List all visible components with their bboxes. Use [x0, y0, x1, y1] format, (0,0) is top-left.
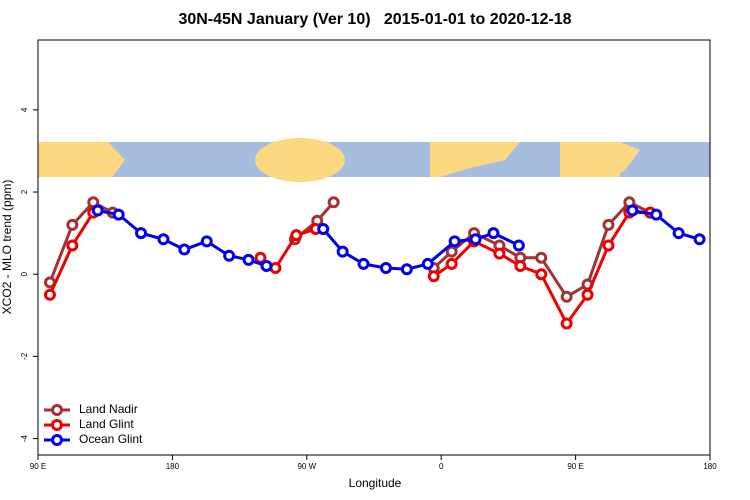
data-point: [43, 288, 56, 301]
data-point: [336, 245, 349, 258]
data-point: [327, 196, 340, 209]
data-point: [112, 208, 125, 221]
data-point: [157, 233, 170, 246]
data-point: [602, 218, 615, 231]
data-point: [91, 204, 104, 217]
data-point: [290, 229, 303, 242]
data-point: [242, 253, 255, 266]
data-point: [317, 223, 330, 236]
data-point: [445, 245, 458, 258]
data-point: [469, 233, 482, 246]
data-point: [448, 235, 461, 248]
data-point: [421, 257, 434, 270]
legend-label: Land Glint: [79, 417, 134, 431]
data-point: [535, 268, 548, 281]
x-tick-label: 90 E: [30, 462, 46, 471]
plot-frame: [37, 39, 711, 456]
data-point: [535, 251, 548, 264]
x-tick-label: 0: [439, 462, 444, 471]
data-point: [672, 227, 685, 240]
data-point: [581, 288, 594, 301]
data-point: [427, 270, 440, 283]
series-line: [48, 200, 651, 299]
data-point: [223, 249, 236, 262]
data-point: [254, 251, 267, 264]
y-tick-label: -4: [20, 434, 29, 442]
legend-label: Ocean Glint: [79, 432, 143, 446]
data-point: [560, 290, 573, 303]
data-point: [693, 233, 706, 246]
legend-marker: [51, 404, 63, 416]
data-point: [357, 257, 370, 270]
map-band: [38, 138, 710, 182]
y-tick-label: 2: [20, 189, 29, 194]
data-point: [493, 247, 506, 260]
x-tick-label: 90 W: [297, 462, 316, 471]
legend-label: Land Nadir: [79, 402, 138, 416]
data-point: [512, 239, 525, 252]
legend-marker: [51, 434, 63, 446]
data-point: [66, 239, 79, 252]
data-point: [135, 227, 148, 240]
x-tick-label: 90 E: [567, 462, 583, 471]
data-point: [445, 257, 458, 270]
data-point: [514, 259, 527, 272]
data-point: [379, 262, 392, 275]
data-point: [400, 263, 413, 276]
data-point: [200, 235, 213, 248]
data-point: [650, 208, 663, 221]
data-point: [602, 239, 615, 252]
legend-marker: [51, 419, 63, 431]
data-point: [560, 317, 573, 330]
data-point: [260, 259, 273, 272]
y-tick-label: 0: [20, 271, 29, 276]
y-axis-label: XCO2 - MLO trend (ppm): [0, 180, 14, 315]
chart-title: 30N-45N January (Ver 10) 2015-01-01 to 2…: [178, 11, 571, 28]
data-point: [66, 218, 79, 231]
y-tick-label: 4: [20, 107, 29, 112]
data-point: [626, 204, 639, 217]
x-tick-label: 180: [166, 462, 180, 471]
y-tick-label: -2: [20, 352, 29, 360]
x-axis-label: Longitude: [349, 476, 402, 490]
x-tick-label: 180: [703, 462, 717, 471]
data-point: [487, 227, 500, 240]
data-point: [178, 243, 191, 256]
